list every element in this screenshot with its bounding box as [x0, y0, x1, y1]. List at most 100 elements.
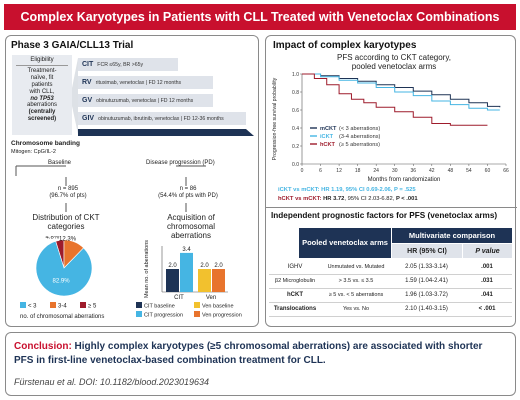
factor-cell: β2 Microglobulin [269, 274, 321, 289]
chart-title: pooled venetoclax arms [352, 62, 437, 71]
comparison-cell: Unmutated vs. Mutated [321, 260, 391, 275]
baseline-label: Baseline [48, 160, 72, 166]
arm-code: GIV [82, 115, 95, 122]
bar-value-label: 2.0 [168, 263, 177, 269]
comparison-cell: ≥ 5 vs. < 5 aberrations [321, 288, 391, 303]
table-row: hCKT ≥ 5 vs. < 5 aberrations 1.96 (1.03-… [269, 288, 512, 303]
p-cell: < .001 [462, 302, 512, 317]
conclusion-box: Conclusion: Highly complex karyotypes (≥… [5, 332, 516, 396]
km-curve [302, 73, 488, 126]
x-tick-label: 54 [466, 168, 472, 174]
eligibility-line: naïve, fit [30, 74, 54, 81]
hr-line2-a: hCKT vs mCKT: [278, 196, 324, 202]
arm-code: RV [82, 79, 92, 86]
pie-slice [35, 240, 93, 297]
table-header-p: P value [463, 244, 512, 258]
legend-label: iCKT [320, 134, 334, 140]
eligibility-box: Eligibility Treatment- naïve, fit patien… [12, 55, 72, 135]
x-tick-label: 36 [410, 168, 416, 174]
conclusion-text: Conclusion: Highly complex karyotypes (≥… [14, 340, 509, 367]
arm-code: CIT [82, 61, 94, 68]
hr-line2-d: P < .001 [395, 196, 418, 202]
distribution-title: Distribution of CKT categories [32, 213, 100, 232]
eligibility-line: aberrations [26, 102, 58, 109]
acquisition-title: Acquisition of chromosomal aberrations [166, 213, 215, 241]
bar-value-label: 2.0 [200, 263, 209, 269]
hr-hcKT: hCKT vs mCKT: HR 3.72, 95% CI 2.03-6.82,… [278, 196, 418, 203]
hr-cell: 1.59 (1.04-2.41) [391, 274, 462, 289]
hr-icKT: iCKT vs mCKT: HR 1.19, 95% CI 0.69-2.06,… [278, 187, 416, 194]
x-tick-label: Ven [206, 295, 216, 301]
table-row: Translocations Yes vs. No 2.10 (1.40-3.1… [269, 302, 512, 317]
bar [166, 269, 179, 292]
legend-label: CIT progression [144, 313, 183, 319]
y-tick-label: 0.6 [292, 108, 299, 114]
arm-desc: rituximab, venetoclax | FD 12 months [95, 79, 182, 86]
hr-line1: iCKT vs mCKT: HR 1.19, 95% CI 0.69-2.06,… [278, 187, 416, 193]
citation: Fürstenau et al. DOI: 10.1182/blood.2023… [14, 377, 209, 387]
y-tick-label: 1.0 [292, 72, 299, 78]
eligibility-line: Treatment- [27, 68, 57, 74]
p-cell: .041 [462, 288, 512, 303]
table-header-pooled: Pooled venetoclax arms [299, 228, 391, 258]
pd-pct: (54.4% of pts with PD) [158, 192, 218, 199]
legend-label: Ven baseline [202, 304, 234, 310]
ckt-distribution-pie-chart: 4.8% 12.3% 82.9% < 3 3-4 ≥ 5 no. of chromosoma… [20, 236, 104, 320]
eligibility-line: no TP53 [30, 95, 54, 102]
baseline-n: n = 895 [57, 186, 79, 192]
bar [180, 252, 193, 292]
y-axis-label: Progression-free survival probability [272, 77, 278, 160]
km-curve [302, 73, 501, 108]
divider [266, 207, 517, 208]
x-tick-label: 66 [503, 168, 509, 174]
hr-line2-b: HR 3.72 [323, 196, 345, 202]
eligibility-label: Eligibility [30, 57, 54, 63]
baseline-pct: (96.7% of pts) [49, 192, 87, 199]
legend-swatch [136, 311, 142, 317]
pd-label: Disease progression (PD) [146, 160, 215, 166]
table-header-multivariate: Multivariate comparison [392, 228, 512, 243]
eligibility-criteria: Treatment- naïve, fit patients with CLL,… [12, 68, 72, 123]
bar [198, 269, 211, 292]
trial-panel: Phase 3 GAIA/CLL13 Trial Eligibility Tre… [5, 35, 259, 327]
arm-cit: CIT FCR ≤65y, BR >65y [78, 58, 178, 71]
factor-cell: IGHV [269, 260, 321, 275]
x-tick-label: CIT [174, 295, 184, 301]
arm-gv: GV obinutuzumab, venetoclax | FD 12 month… [78, 94, 213, 107]
pie-value-label: 82.9% [53, 278, 71, 284]
conclusion-label: Conclusion: [14, 341, 72, 352]
comparison-cell: > 3.5 vs. ≤ 3.5 [321, 274, 391, 289]
table-body: IGHV Unmutated vs. Mutated 2.05 (1.33-3.… [269, 260, 512, 317]
arm-desc: FCR ≤65y, BR >65y [97, 61, 144, 68]
p-cell: .031 [462, 274, 512, 289]
bar-value-label: 3.4 [182, 247, 191, 253]
hr-cell: 2.10 (1.40-3.15) [391, 302, 462, 317]
legend-swatch [194, 302, 200, 308]
legend-label: 3-4 [58, 304, 67, 310]
impact-title: Impact of complex karyotypes [273, 40, 417, 51]
y-tick-label: 0.2 [292, 144, 299, 150]
y-tick-label: 0.8 [292, 90, 299, 96]
page-header: Complex Karyotypes in Patients with CLL … [4, 4, 516, 30]
mitogen-label: Mitogen: CpG/IL-2 [11, 149, 56, 155]
legend-label: mCKT [320, 126, 337, 132]
table-row: IGHV Unmutated vs. Mutated 2.05 (1.33-3.… [269, 260, 512, 275]
x-tick-label: 42 [429, 168, 435, 174]
legend-sub: (3-4 aberrations) [339, 134, 380, 140]
banding-label: Chromosome banding [11, 140, 80, 147]
bar-value-label: 2.0 [214, 263, 223, 269]
arm-giv: GIV obinutuzumab, ibrutinib, venetoclax |… [78, 112, 246, 125]
factor-cell: Translocations [269, 302, 321, 317]
pie-value-label: 4.8% [46, 236, 60, 240]
pd-count: n = 86 (54.4% of pts with PD) [156, 186, 220, 200]
trial-flow-arrows [15, 58, 254, 212]
legend-label: hCKT [320, 142, 335, 148]
y-tick-label: 0.0 [292, 162, 299, 168]
km-curve [302, 73, 500, 111]
x-tick-label: 0 [301, 168, 304, 174]
legend-label: CIT baseline [144, 304, 175, 310]
chart-title: PFS according to CKT category, [337, 53, 451, 62]
x-tick-label: 30 [392, 168, 398, 174]
x-tick-label: 24 [373, 168, 379, 174]
